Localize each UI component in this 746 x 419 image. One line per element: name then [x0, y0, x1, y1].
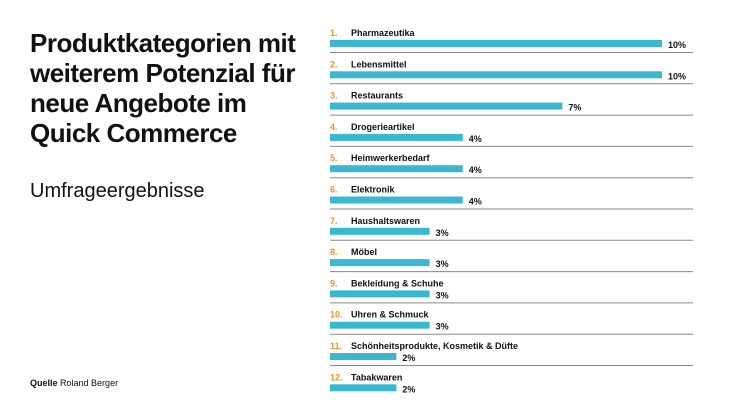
value-label: 4%	[469, 197, 482, 207]
category-label: Lebensmittel	[351, 59, 407, 69]
category-label: Schönheitsprodukte, Kosmetik & Düfte	[351, 341, 518, 351]
source-value: Roland Berger	[60, 378, 119, 388]
category-label: Pharmazeutika	[351, 28, 416, 38]
category-label: Tabakwaren	[351, 372, 402, 382]
category-label: Haushaltswaren	[351, 216, 420, 226]
bar	[330, 353, 397, 360]
value-label: 2%	[402, 353, 415, 363]
bar	[330, 165, 463, 173]
page-subtitle: Umfrageergebnisse	[30, 180, 205, 202]
category-label: Bekleidung & Schuhe	[351, 278, 444, 288]
rank-label: 9.	[330, 278, 338, 288]
rank-label: 2.	[330, 59, 338, 69]
rank-label: 11.	[330, 341, 342, 351]
rank-label: 3.	[330, 91, 338, 101]
page-title: Produktkategorien mit weiterem Potenzial…	[30, 28, 296, 148]
bar	[330, 227, 430, 235]
value-label: 2%	[402, 384, 415, 394]
value-label: 3%	[436, 228, 449, 238]
rank-label: 5.	[330, 153, 338, 163]
bar	[330, 196, 463, 204]
source-note: Quelle Roland Berger	[30, 378, 118, 388]
bar	[330, 133, 463, 141]
rank-label: 4.	[330, 122, 338, 132]
bar	[330, 384, 397, 392]
value-label: 3%	[436, 259, 449, 269]
bar	[330, 290, 430, 298]
value-label: 7%	[568, 103, 581, 113]
value-label: 10%	[668, 40, 686, 50]
rank-label: 12.	[330, 372, 343, 382]
value-label: 3%	[436, 322, 449, 332]
source-label: Quelle	[30, 378, 58, 388]
category-label: Drogerieartikel	[351, 122, 415, 132]
bar	[330, 71, 662, 79]
category-label: Elektronik	[351, 185, 396, 195]
value-label: 3%	[436, 290, 449, 300]
category-label: Möbel	[351, 247, 377, 257]
bar	[330, 102, 563, 110]
bar	[330, 40, 662, 47]
rank-label: 7.	[330, 216, 338, 226]
category-label: Uhren & Schmuck	[351, 310, 430, 320]
category-label: Heimwerkerbedarf	[351, 153, 431, 163]
bar	[330, 259, 430, 267]
value-label: 4%	[469, 134, 482, 144]
rank-label: 1.	[330, 28, 338, 38]
rank-label: 8.	[330, 247, 338, 257]
rank-label: 6.	[330, 185, 338, 195]
value-label: 10%	[668, 71, 686, 81]
category-label: Restaurants	[351, 91, 403, 101]
value-label: 4%	[469, 165, 482, 175]
rank-label: 10.	[330, 310, 343, 320]
bar	[330, 321, 430, 329]
